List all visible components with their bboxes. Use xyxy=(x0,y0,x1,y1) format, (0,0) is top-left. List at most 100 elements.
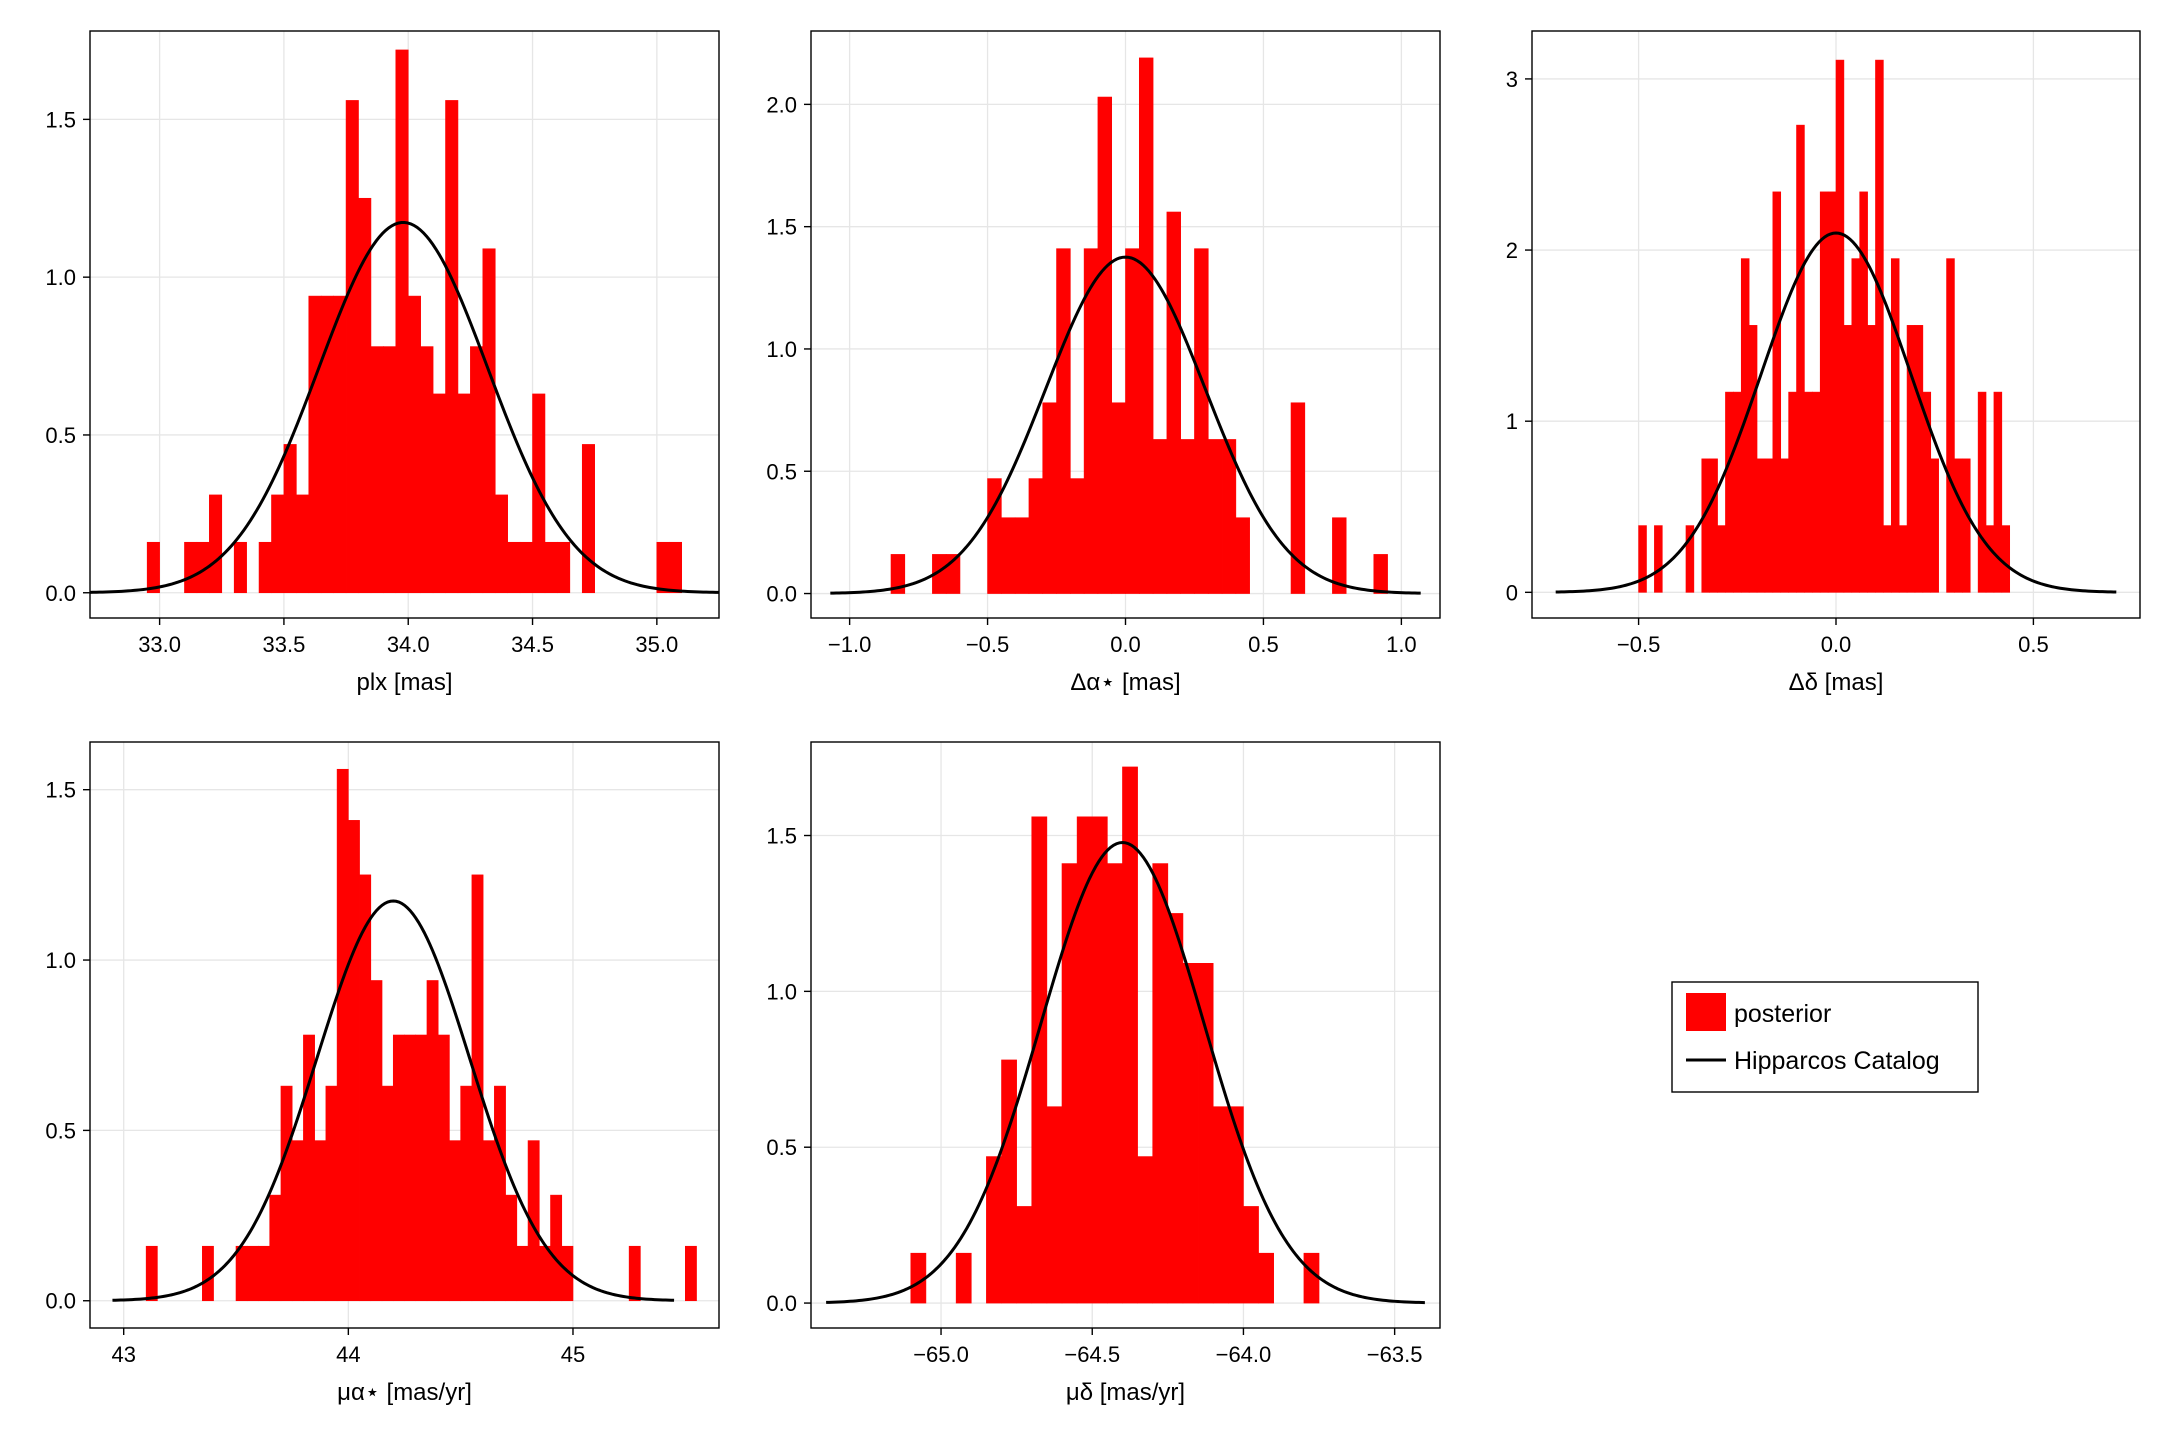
histogram-bar xyxy=(1883,525,1892,593)
histogram-bar xyxy=(1194,248,1209,594)
histogram-bar xyxy=(1985,525,1995,593)
histogram-bar xyxy=(1835,59,1845,593)
histogram-bar xyxy=(291,1140,304,1302)
histogram-bar xyxy=(1812,391,1821,593)
histogram-bar xyxy=(1166,211,1181,594)
legend-catalog-label: Hipparcos Catalog xyxy=(1734,1047,1940,1075)
histogram-bar xyxy=(460,1085,473,1302)
x-tick-label: 43 xyxy=(111,1342,135,1367)
histogram-bar xyxy=(1137,1156,1154,1304)
x-tick-label: 44 xyxy=(336,1342,360,1367)
histogram-bar xyxy=(1182,963,1199,1304)
histogram-bar xyxy=(668,541,683,594)
y-tick-label: 1 xyxy=(1506,409,1518,434)
histogram-bar xyxy=(420,346,434,594)
histogram-bar xyxy=(258,1245,271,1302)
x-axis-label: Δα⋆ [mas] xyxy=(1070,669,1180,696)
legend-posterior-label: posterior xyxy=(1734,1000,1831,1028)
histogram-bar xyxy=(505,1194,518,1302)
histogram-bar xyxy=(1303,1252,1320,1304)
histogram-bar xyxy=(246,1245,259,1302)
histogram-bar xyxy=(370,980,383,1302)
panel-4: 43 44 45 0.0 0.5 1.0 1.5 μα⋆ [mas/yr] xyxy=(45,741,720,1406)
panels: 33.0 33.5 34.0 34.5 35.0 0.0 0.5 1.0 1.5 plx [mas… xyxy=(45,30,2141,1406)
histogram-bar xyxy=(1709,458,1718,593)
x-tick-label: −64.5 xyxy=(1064,1342,1120,1367)
histogram-bar xyxy=(1332,517,1347,594)
histogram-bar xyxy=(519,541,533,594)
histogram-bar xyxy=(1954,458,1963,593)
x-tick-label: −1.0 xyxy=(828,632,871,657)
histogram-bar xyxy=(359,874,372,1302)
histogram-bar xyxy=(1290,402,1306,594)
histogram-bar xyxy=(890,554,906,594)
histogram-bar xyxy=(1638,525,1647,593)
histogram-bar xyxy=(1221,439,1237,594)
panel-2: −1.0 −0.5 0.0 0.5 1.0 0.0 0.5 1.0 1.5 2.0 Δα⋆ [mas… xyxy=(766,30,1441,696)
x-tick-label: 35.0 xyxy=(635,632,678,657)
histogram-bar xyxy=(1258,1252,1274,1304)
y-tick-label: 1.0 xyxy=(45,948,76,973)
histogram-bar xyxy=(1796,124,1805,593)
x-axis-label: μδ [mas/yr] xyxy=(1066,1379,1185,1406)
histogram-bar xyxy=(325,1085,338,1302)
posterior-bars xyxy=(910,766,1320,1304)
histogram-bar xyxy=(685,1245,697,1302)
y-tick-label: 1.5 xyxy=(45,107,76,132)
histogram-bar xyxy=(1042,402,1057,594)
hipparcos-catalog-curve xyxy=(826,840,1425,1305)
histogram-bar xyxy=(280,1085,293,1302)
histogram-bar xyxy=(516,1245,529,1302)
y-tick-label: 1.0 xyxy=(45,265,76,290)
histogram-bar xyxy=(184,541,198,594)
histogram-bar xyxy=(581,444,595,594)
y-tick-label: 0 xyxy=(1506,580,1518,605)
hipparcos-catalog-curve xyxy=(112,899,675,1302)
histogram-bar xyxy=(437,1034,450,1302)
x-axis-label: plx [mas] xyxy=(356,669,452,696)
histogram-bar xyxy=(1207,439,1223,594)
x-tick-label: −64.0 xyxy=(1216,1342,1272,1367)
histogram-bar xyxy=(1228,1106,1244,1304)
panel-1: 33.0 33.5 34.0 34.5 35.0 0.0 0.5 1.0 1.5 plx [mas… xyxy=(45,30,720,696)
histogram-bar xyxy=(1016,1206,1033,1304)
histogram-bar xyxy=(415,1034,428,1302)
histogram-bar xyxy=(1373,554,1388,594)
histogram-bar xyxy=(1046,1106,1063,1304)
y-tick-label: 0.5 xyxy=(766,1135,797,1160)
panel-3: −0.5 0.0 0.5 0 1 2 3 Δδ [mas] xyxy=(1506,30,2141,696)
histogram-bar xyxy=(1748,325,1758,593)
histogram-bar xyxy=(1898,525,1908,593)
histogram-bar xyxy=(258,541,272,594)
x-tick-label: 1.0 xyxy=(1386,632,1417,657)
histogram-bar xyxy=(1243,1206,1259,1304)
y-tick-label: 1.5 xyxy=(766,824,797,849)
histogram-bar xyxy=(1001,517,1016,594)
histogram-bar xyxy=(1028,478,1044,594)
x-tick-label: 33.0 xyxy=(138,632,181,657)
axes-frame xyxy=(810,741,1441,1329)
posterior-bars xyxy=(146,49,683,594)
histogram-bar xyxy=(561,1245,574,1302)
legend: posterior Hipparcos Catalog xyxy=(1671,981,1979,1093)
y-tick-label: 1.0 xyxy=(766,337,797,362)
histogram-bar xyxy=(1014,517,1030,594)
histogram-bar xyxy=(1788,391,1797,593)
histogram-bar xyxy=(269,1194,282,1302)
x-tick-label: −0.5 xyxy=(966,632,1009,657)
y-tick-label: 1.5 xyxy=(45,778,76,803)
histogram-bar xyxy=(1654,525,1663,593)
histogram-bar xyxy=(1804,391,1813,593)
histogram-bar xyxy=(271,494,285,594)
hipparcos-catalog-curve xyxy=(830,255,1421,595)
legend-posterior-swatch xyxy=(1686,993,1726,1031)
histogram-bar xyxy=(557,541,571,594)
histogram-bar xyxy=(1107,863,1123,1304)
histogram-bar xyxy=(235,1245,248,1302)
histogram-bar xyxy=(370,346,384,594)
histogram-bar xyxy=(986,1156,1002,1304)
histogram-bar xyxy=(395,49,409,594)
histogram-bar xyxy=(320,295,334,594)
histogram-bar xyxy=(1725,391,1734,593)
x-tick-label: 0.0 xyxy=(1821,632,1852,657)
